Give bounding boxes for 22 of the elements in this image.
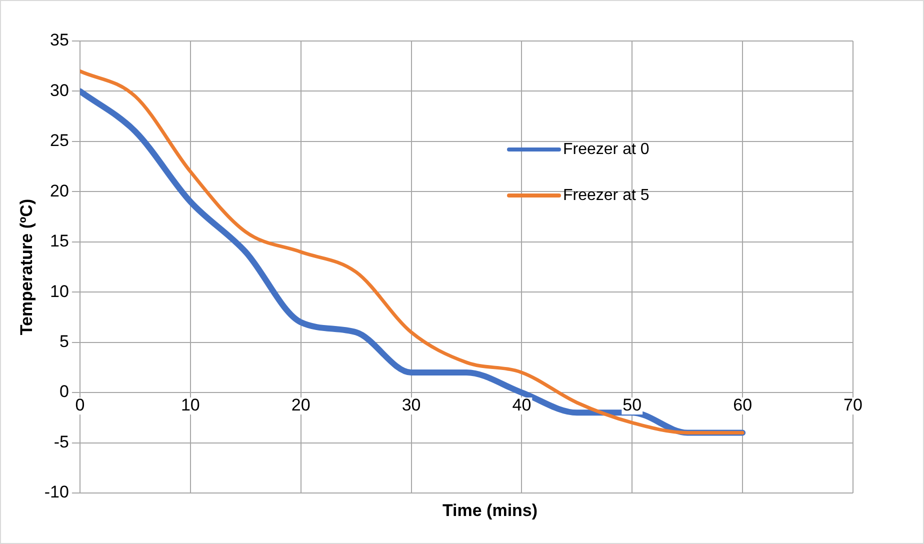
y-tick-label: 35 — [50, 30, 69, 50]
y-tick-label: 30 — [50, 80, 69, 100]
x-tick-label: 10 — [180, 396, 200, 415]
x-tick-label: 40 — [512, 396, 532, 415]
x-tick-label: 70 — [844, 396, 862, 415]
y-tick-label: 20 — [50, 181, 69, 200]
y-axis-title: Temperature (ºC) — [16, 198, 36, 336]
x-axis-title: Time (mins) — [441, 501, 539, 521]
legend-label: Freezer at 5 — [563, 186, 650, 204]
y-tick-label: 0 — [60, 382, 69, 402]
x-tick-label: 0 — [75, 396, 85, 415]
y-tick-label: 5 — [60, 332, 69, 352]
x-tick-label: 50 — [622, 396, 642, 415]
x-tick-label: 60 — [733, 396, 752, 415]
y-tick-label: 15 — [50, 232, 69, 251]
y-tick-label: -10 — [44, 482, 69, 502]
y-tick-label: 10 — [50, 282, 69, 301]
legend-label: Freezer at 0 — [563, 140, 650, 158]
y-tick-label: 25 — [50, 131, 69, 150]
x-tick-label: 30 — [402, 396, 421, 415]
x-tick-label: 20 — [291, 396, 310, 415]
y-tick-label: -5 — [54, 432, 69, 452]
